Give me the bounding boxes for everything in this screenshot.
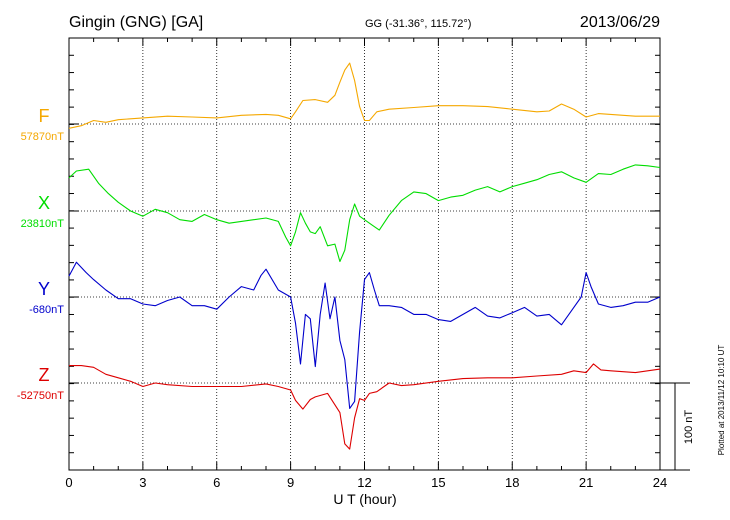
series-labels: F 57870nT X 23810nT Y -680nT Z -52750nT bbox=[17, 106, 64, 402]
x-tick-label-9: 9 bbox=[287, 475, 294, 490]
series-name-f: F bbox=[39, 106, 50, 126]
baselines bbox=[69, 123, 660, 384]
series-name-z: Z bbox=[39, 365, 50, 385]
x-tick-label-15: 15 bbox=[431, 475, 445, 490]
series-lines bbox=[68, 62, 661, 450]
series-baseline-y: -680nT bbox=[29, 304, 64, 316]
x-tick-label-3: 3 bbox=[139, 475, 146, 490]
scale-bar-label: 100 nT bbox=[683, 410, 695, 445]
series-baseline-z: -52750nT bbox=[17, 390, 64, 402]
series-line-y bbox=[68, 261, 661, 409]
x-tick-label-21: 21 bbox=[579, 475, 593, 490]
plotted-at-note: Plotted at 2013/11/12 10:10 UT bbox=[717, 345, 726, 456]
x-tick-label-12: 12 bbox=[357, 475, 371, 490]
x-tick-label-0: 0 bbox=[65, 475, 72, 490]
axis-ticks bbox=[68, 37, 661, 471]
series-name-y: Y bbox=[38, 279, 50, 299]
x-tick-label-18: 18 bbox=[505, 475, 519, 490]
x-axis-label: U T (hour) bbox=[333, 491, 396, 507]
vertical-gridlines bbox=[142, 38, 587, 470]
scale-bar: 100 nT bbox=[660, 382, 695, 471]
series-line-f bbox=[68, 62, 660, 129]
series-baseline-f: 57870nT bbox=[21, 131, 65, 143]
series-name-x: X bbox=[38, 193, 50, 213]
station-coordinates: GG (-31.36°, 115.72°) bbox=[365, 18, 471, 30]
series-line-x bbox=[68, 164, 661, 263]
station-title: Gingin (GNG) [GA] bbox=[69, 14, 203, 31]
x-tick-labels: 0 3 6 9 12 15 18 21 24 bbox=[65, 475, 667, 490]
series-baseline-x: 23810nT bbox=[21, 218, 65, 230]
series-line-z bbox=[69, 363, 661, 450]
date-label: 2013/06/29 bbox=[580, 14, 660, 31]
x-tick-label-6: 6 bbox=[213, 475, 220, 490]
x-tick-label-24: 24 bbox=[653, 475, 667, 490]
